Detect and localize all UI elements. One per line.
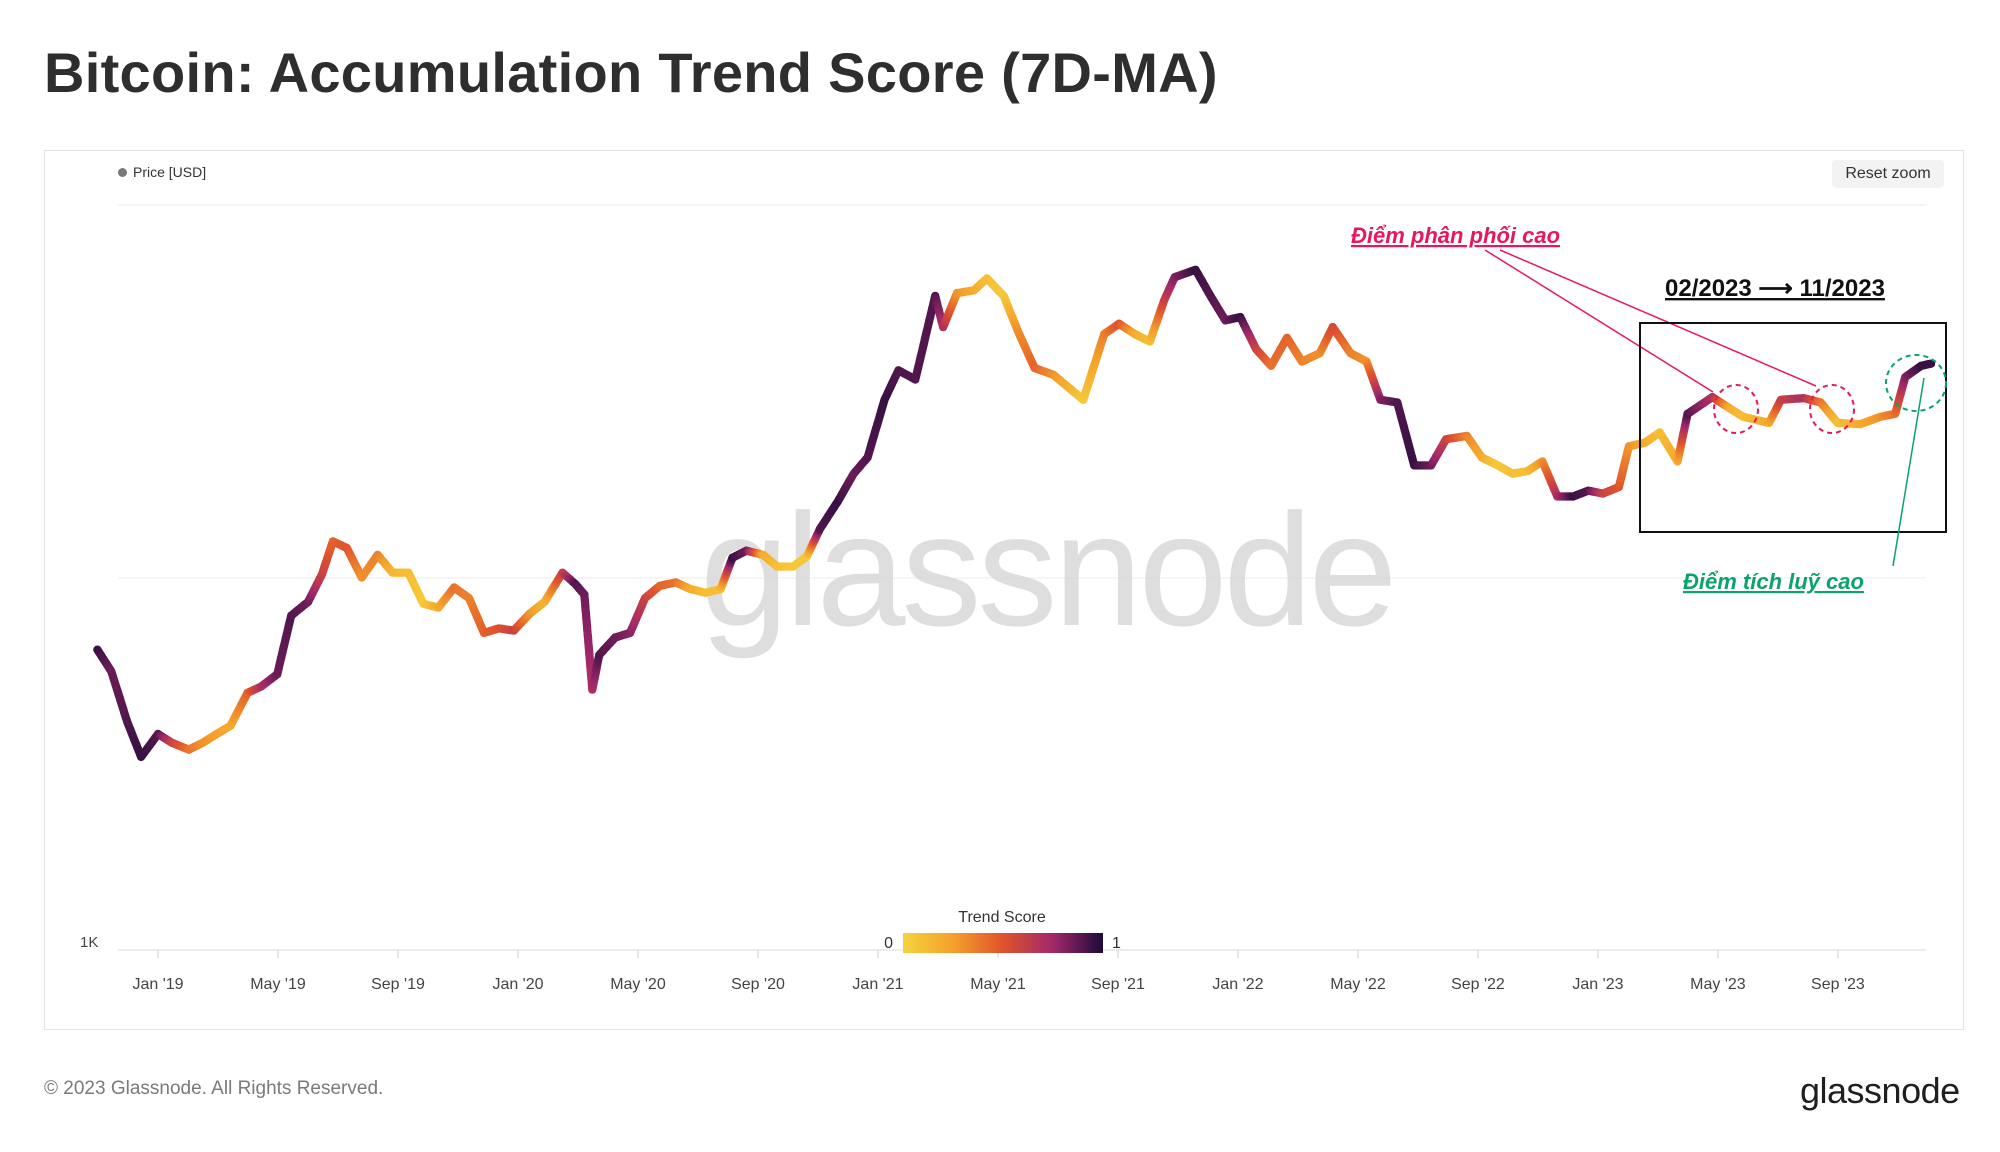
x-tick-label: May '21 <box>970 976 1026 993</box>
x-tick-label: Jan '19 <box>132 976 183 993</box>
x-axis-ticks: Jan '19 May '19 Sep '19 Jan '20 May '20 Sep '… <box>132 950 1865 993</box>
distribution-circle <box>1809 384 1855 434</box>
x-tick-label: Jan '23 <box>1572 976 1623 993</box>
chart-panel <box>44 150 1964 1030</box>
x-tick-label: Sep '21 <box>1091 976 1145 993</box>
price-series <box>93 265 1936 762</box>
brand-logo: glassnode <box>1800 1070 1960 1111</box>
legend-dot-icon <box>118 167 127 177</box>
price-point <box>1926 359 1936 368</box>
y-tick-label: 1K <box>80 934 98 951</box>
copyright-text: © 2023 Glassnode. All Rights Reserved. <box>44 1078 384 1099</box>
watermark: glassnode <box>700 480 1393 659</box>
colorbar-title: Trend Score <box>958 909 1046 926</box>
x-tick-label: May '19 <box>250 976 306 993</box>
x-tick-label: Sep '22 <box>1451 976 1505 993</box>
x-tick-label: Sep '19 <box>371 976 425 993</box>
period-box <box>1639 322 1947 533</box>
accumulation-pointer <box>1892 377 1925 567</box>
colorbar-max-label: 1 <box>1112 935 1121 952</box>
reset-zoom-button[interactable]: Reset zoom <box>1832 160 1944 188</box>
period-annotation: 02/2023 ⟶ 11/2023 <box>1665 275 1885 302</box>
x-tick-label: Jan '20 <box>492 976 543 993</box>
distribution-pointer <box>1484 249 1714 393</box>
chart-legend[interactable]: Price [USD] <box>118 164 206 180</box>
x-tick-label: May '20 <box>610 976 666 993</box>
legend-label: Price [USD] <box>133 164 207 180</box>
colorbar-min-label: 0 <box>884 935 893 952</box>
x-tick-label: Jan '21 <box>852 976 903 993</box>
x-tick-label: May '23 <box>1690 976 1746 993</box>
x-tick-label: Sep '20 <box>731 976 785 993</box>
colorbar <box>903 933 1103 953</box>
x-tick-label: Jan '22 <box>1212 976 1263 993</box>
distribution-circle <box>1713 384 1759 434</box>
accumulation-circle <box>1885 354 1947 412</box>
distribution-pointer <box>1499 249 1817 387</box>
distribution-annotation: Điểm phân phối cao <box>1351 223 1560 248</box>
accumulation-annotation: Điểm tích luỹ cao <box>1683 569 1864 594</box>
x-tick-label: Sep '23 <box>1811 976 1865 993</box>
page-title: Bitcoin: Accumulation Trend Score (7D-MA… <box>44 41 1218 104</box>
x-tick-label: May '22 <box>1330 976 1386 993</box>
